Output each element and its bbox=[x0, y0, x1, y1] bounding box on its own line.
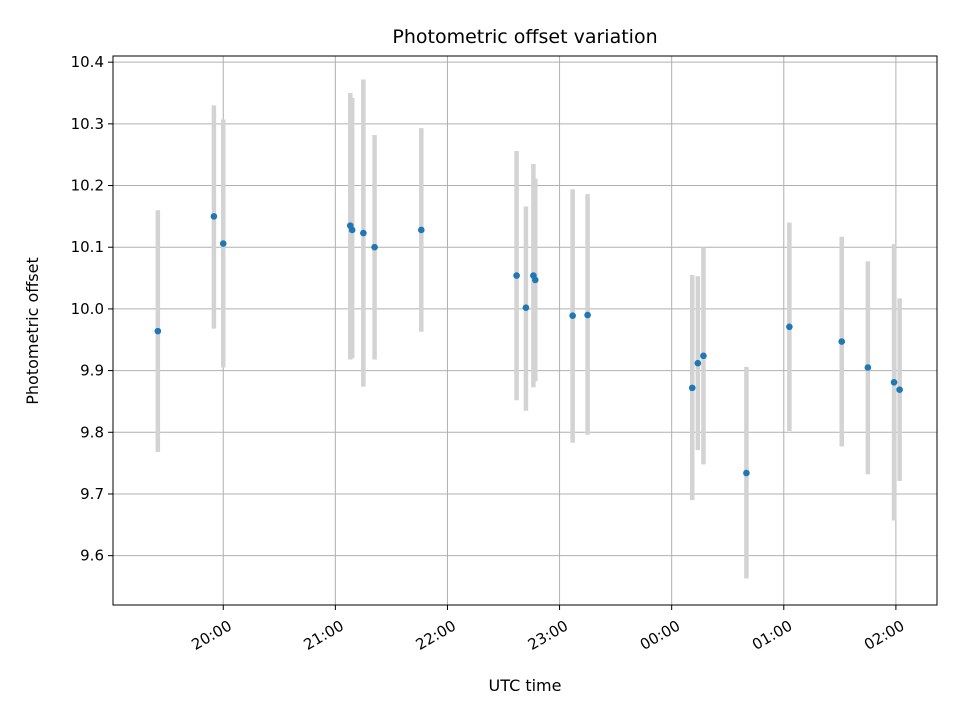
data-point bbox=[700, 352, 707, 360]
y-tick-label: 9.6 bbox=[80, 547, 104, 565]
chart-title: Photometric offset variation bbox=[392, 26, 657, 48]
data-point bbox=[864, 364, 872, 371]
data-point bbox=[531, 276, 539, 284]
y-tick-label: 9.9 bbox=[80, 362, 104, 380]
data-point bbox=[694, 359, 702, 367]
y-tick-label: 10.2 bbox=[71, 177, 104, 195]
y-tick-label: 9.8 bbox=[80, 423, 104, 441]
data-point bbox=[688, 384, 696, 392]
data-point bbox=[786, 323, 793, 331]
data-point bbox=[569, 312, 576, 319]
plot-frame bbox=[112, 55, 938, 606]
data-point bbox=[371, 243, 378, 251]
data-point bbox=[360, 229, 367, 237]
data-point bbox=[896, 386, 903, 394]
y-tick-label: 10.4 bbox=[71, 53, 104, 71]
y-axis: 9.6 9.7 9.8 9.9 10.0 10.1 10.2 10.3 10.4 bbox=[71, 53, 113, 565]
data-points bbox=[154, 213, 903, 477]
data-point bbox=[210, 213, 218, 220]
data-point bbox=[743, 469, 750, 477]
y-tick-label: 10.0 bbox=[71, 300, 104, 318]
y-axis-label: Photometric offset bbox=[23, 257, 42, 405]
data-point bbox=[348, 226, 356, 234]
y-tick-label: 9.7 bbox=[80, 485, 104, 503]
y-tick-label: 10.3 bbox=[71, 115, 104, 133]
data-point bbox=[522, 304, 530, 311]
data-point bbox=[584, 311, 591, 319]
data-point bbox=[513, 272, 520, 279]
y-tick-label: 10.1 bbox=[71, 238, 104, 256]
data-point bbox=[219, 240, 227, 247]
data-point bbox=[154, 327, 162, 335]
data-point bbox=[890, 379, 898, 386]
x-axis-label: UTC time bbox=[489, 676, 562, 695]
data-point bbox=[838, 338, 846, 345]
data-point bbox=[417, 226, 425, 234]
